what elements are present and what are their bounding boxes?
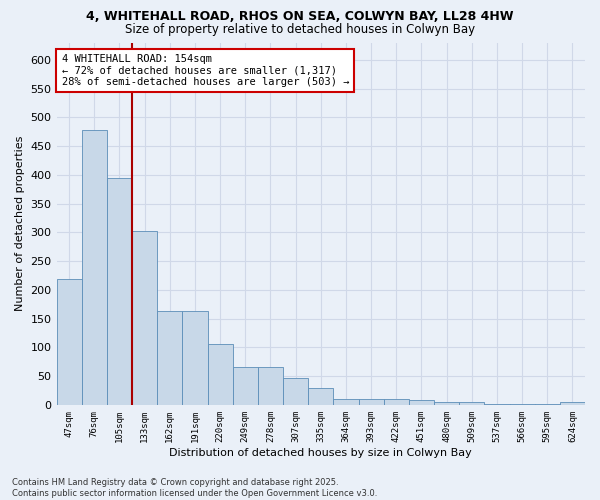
Bar — [334, 399, 359, 405]
Bar — [283, 378, 308, 405]
Bar — [82, 130, 107, 405]
Bar — [459, 402, 484, 405]
Bar — [509, 404, 535, 405]
Bar — [535, 404, 560, 405]
Bar — [233, 368, 258, 405]
Bar — [107, 178, 132, 405]
Bar — [182, 311, 208, 405]
Bar — [157, 311, 182, 405]
Text: 4, WHITEHALL ROAD, RHOS ON SEA, COLWYN BAY, LL28 4HW: 4, WHITEHALL ROAD, RHOS ON SEA, COLWYN B… — [86, 10, 514, 23]
Text: Size of property relative to detached houses in Colwyn Bay: Size of property relative to detached ho… — [125, 22, 475, 36]
Bar — [258, 368, 283, 405]
Bar — [308, 388, 334, 405]
Bar — [560, 402, 585, 405]
Text: Contains HM Land Registry data © Crown copyright and database right 2025.
Contai: Contains HM Land Registry data © Crown c… — [12, 478, 377, 498]
Bar — [56, 280, 82, 405]
Bar — [359, 399, 383, 405]
Bar — [434, 402, 459, 405]
X-axis label: Distribution of detached houses by size in Colwyn Bay: Distribution of detached houses by size … — [169, 448, 472, 458]
Y-axis label: Number of detached properties: Number of detached properties — [15, 136, 25, 312]
Bar — [383, 399, 409, 405]
Bar — [484, 404, 509, 405]
Bar — [409, 400, 434, 405]
Bar — [132, 231, 157, 405]
Bar — [208, 344, 233, 405]
Text: 4 WHITEHALL ROAD: 154sqm
← 72% of detached houses are smaller (1,317)
28% of sem: 4 WHITEHALL ROAD: 154sqm ← 72% of detach… — [62, 54, 349, 87]
